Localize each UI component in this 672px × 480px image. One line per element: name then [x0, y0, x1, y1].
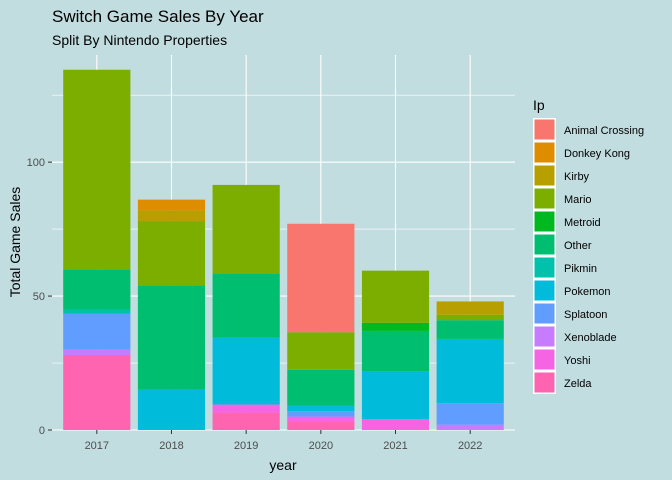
x-tick-label: 2020 — [309, 440, 333, 452]
bar-2020-splatoon — [287, 411, 355, 417]
y-tick-label: 50 — [33, 291, 45, 303]
axes: 0 50 100 2017 2018 2019 2020 2021 2022 — [27, 157, 483, 452]
legend-label: Other — [564, 240, 592, 252]
bar-2022-kirby — [436, 301, 504, 315]
bar-2020-pokemon — [287, 405, 355, 412]
bar-2021-yoshi — [361, 419, 430, 430]
legend-swatch — [534, 142, 555, 163]
chart-subtitle: Split By Nintendo Properties — [52, 32, 227, 48]
bar-2019-pokemon — [212, 337, 280, 405]
bar-2021-mario — [361, 270, 430, 323]
bars — [63, 69, 504, 430]
bar-2019-yoshi — [212, 404, 280, 413]
legend-label: Animal Crossing — [564, 125, 644, 137]
bar-2017-zelda — [63, 355, 131, 430]
bar-2020-zelda — [287, 421, 355, 430]
bar-2022-other — [436, 320, 504, 339]
legend-label: Pokemon — [564, 286, 610, 298]
legend-label: Kirby — [564, 171, 590, 183]
legend-swatch — [534, 211, 555, 232]
bar-2017-other — [63, 269, 131, 310]
bar-2022-xenoblade — [436, 424, 504, 430]
legend-label: Zelda — [564, 378, 592, 390]
x-tick-label: 2017 — [85, 440, 109, 452]
legend-label: Mario — [564, 194, 592, 206]
legend-label: Yoshi — [564, 355, 591, 367]
legend-label: Splatoon — [564, 309, 607, 321]
bar-2017-xenoblade — [63, 349, 131, 355]
bar-2022-mario — [436, 314, 504, 321]
legend-swatch — [534, 326, 555, 347]
bar-2022-pokemon — [436, 338, 504, 404]
x-tick-label: 2018 — [159, 440, 183, 452]
bar-2019-zelda — [212, 412, 280, 430]
x-tick-label: 2021 — [383, 440, 407, 452]
y-tick-label: 100 — [27, 157, 45, 169]
bar-2018-donkey-kong — [137, 199, 206, 211]
y-axis-label: Total Game Sales — [7, 187, 23, 298]
chart-title: Switch Game Sales By Year — [52, 7, 264, 26]
legend-swatch — [534, 349, 555, 370]
legend: Ip Animal Crossing Donkey Kong Kirby Mario M… — [533, 97, 644, 394]
legend-label: Donkey Kong — [564, 148, 630, 160]
bar-2017-mario — [63, 69, 131, 270]
bar-2021-other — [361, 330, 430, 372]
bar-2021-metroid — [361, 322, 430, 331]
legend-swatch — [534, 372, 555, 393]
bar-2018-other — [137, 285, 206, 390]
bar-2018-pokemon — [137, 389, 206, 430]
bar-2019-mario — [212, 184, 280, 274]
y-tick-label: 0 — [39, 425, 45, 437]
legend-swatch — [534, 119, 555, 140]
bar-2020-yoshi — [287, 416, 355, 422]
legend-label: Pikmin — [564, 263, 597, 275]
bar-2019-other — [212, 273, 280, 338]
legend-label: Metroid — [564, 217, 601, 229]
bar-2021-pokemon — [361, 371, 430, 420]
x-axis-label: year — [269, 457, 297, 473]
legend-swatch — [534, 234, 555, 255]
bar-2020-mario — [287, 332, 355, 370]
legend-title: Ip — [533, 97, 545, 113]
legend-swatch — [534, 165, 555, 186]
x-tick-label: 2022 — [458, 440, 482, 452]
x-tick-label: 2019 — [234, 440, 258, 452]
legend-swatch — [534, 188, 555, 209]
bar-2022-splatoon — [436, 403, 504, 425]
legend-swatch — [534, 280, 555, 301]
bar-2017-pikmin — [63, 309, 131, 314]
bar-2018-mario — [137, 221, 206, 286]
legend-label: Xenoblade — [564, 332, 617, 344]
legend-swatch — [534, 257, 555, 278]
bar-2017-splatoon — [63, 313, 131, 350]
bar-2020-animal-crossing — [287, 223, 355, 333]
bar-2020-other — [287, 369, 355, 406]
bar-2018-kirby — [137, 210, 206, 222]
legend-swatch — [534, 303, 555, 324]
